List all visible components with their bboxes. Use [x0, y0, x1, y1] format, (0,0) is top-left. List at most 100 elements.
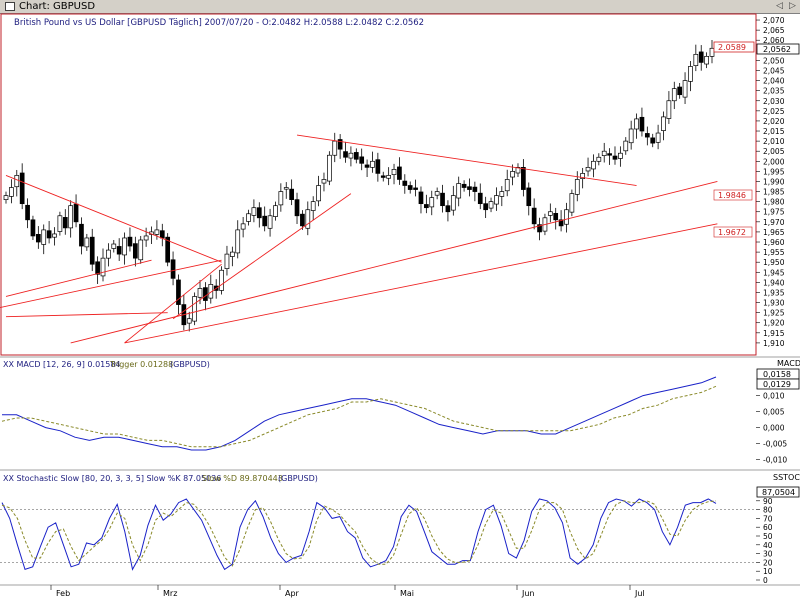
price-panel [0, 13, 757, 356]
candle-body [3, 195, 9, 200]
candle-body [116, 246, 122, 255]
window-titlebar: Chart: GBPUSD ◁ ▷ [0, 0, 800, 14]
candle-body [623, 140, 629, 152]
candle-body [278, 191, 284, 206]
candle-body [688, 66, 693, 82]
trendlines [0, 134, 718, 344]
month-label: Mai [400, 589, 414, 598]
candle-body [267, 215, 273, 229]
month-label: Jun [521, 589, 535, 598]
trend1-box [713, 189, 753, 201]
price-tick-label: 2,070 [763, 16, 785, 25]
candle-body [122, 237, 127, 256]
price-tick-label: 1,985 [763, 188, 785, 197]
candle-body [316, 185, 321, 202]
price-tick-label: 2,010 [763, 137, 785, 146]
price-tick-label: 2,035 [763, 87, 785, 96]
candle-body [580, 173, 586, 179]
candle-body [370, 160, 375, 168]
macd-trigger-value: 0,0129 [763, 380, 791, 389]
candle-body [143, 235, 149, 241]
candle-body [321, 179, 327, 184]
macd-tick-label: -0,010 [763, 456, 787, 465]
price-tick-label: 2,005 [763, 147, 785, 156]
macd-tick-label: 0,000 [763, 424, 785, 433]
month-label: Apr [285, 589, 300, 598]
price-tick-label: 1,995 [763, 167, 785, 176]
price-tick-label: 1,960 [763, 238, 785, 247]
macd-trigger-value-box [756, 378, 800, 390]
candle-body [704, 56, 709, 65]
candle-body [230, 251, 235, 257]
candle-body [154, 229, 160, 235]
price-tick-label: 2,050 [763, 56, 785, 65]
candle-body [186, 318, 192, 324]
candle-body [111, 243, 117, 249]
candle-body [429, 197, 435, 208]
candle-body [612, 155, 618, 160]
stoch-title: XX Stochastic Slow [80, 20, 3, 3, 5] Slo… [3, 474, 221, 483]
candle-body [531, 207, 537, 225]
stoch-value: 87,0504 [762, 488, 795, 497]
candle-body [677, 86, 683, 96]
candle-body [68, 205, 74, 229]
stoch-tick-label: 50 [763, 532, 773, 541]
stoch-symbol: (GBPUSD) [278, 474, 318, 483]
candle-body [564, 209, 569, 225]
price-tick-label: 1,935 [763, 288, 785, 297]
price-tick-label: 2,060 [763, 36, 785, 45]
candle-body [52, 233, 57, 238]
trendline [124, 223, 718, 344]
candle-body [488, 201, 494, 209]
candle-body [256, 207, 262, 219]
macd-line [2, 376, 717, 451]
month-label: Mrz [163, 589, 177, 598]
candle-body [332, 140, 338, 156]
candle-body [127, 236, 133, 247]
candle-body [698, 51, 704, 63]
stoch-k-line [1, 498, 717, 571]
candle-body [569, 193, 575, 213]
x-axis: Feb Mrz Apr Mai Jun Jul [50, 585, 645, 598]
candle-body [634, 118, 639, 130]
candle-body [14, 175, 20, 188]
price-tick-label: 1,945 [763, 268, 785, 277]
candle-body [138, 239, 144, 261]
candle-body [57, 215, 63, 232]
macd-symbol: (GBPUSD) [170, 360, 210, 369]
candle-body [100, 257, 106, 277]
trendline [124, 263, 222, 344]
window-title: Chart: GBPUSD [19, 1, 96, 12]
price-tick-label: 2,045 [763, 66, 785, 75]
trendline [296, 134, 637, 186]
candle-body [504, 179, 510, 192]
stoch-axis-title: SSTOC [773, 473, 800, 482]
candle-body [521, 166, 526, 190]
candle-body [197, 288, 203, 298]
price-tick-label: 2,040 [763, 77, 785, 86]
candle-body [262, 215, 268, 227]
last-price-box [713, 41, 755, 53]
candle-body [62, 217, 68, 229]
stoch-series [1, 498, 717, 571]
price-tick-label: 2,025 [763, 107, 785, 116]
candle-body [472, 186, 478, 192]
trendline [70, 181, 718, 344]
candle-body [89, 236, 95, 265]
scroll-right-button[interactable]: ▷ [789, 1, 796, 11]
candle-body [434, 191, 440, 196]
month-label: Feb [56, 589, 70, 598]
scroll-left-button[interactable]: ◁ [776, 1, 783, 11]
stoch-tick-label: 90 [763, 497, 773, 506]
price-tick-label: 1,920 [763, 319, 785, 328]
candle-body [456, 183, 462, 199]
close-price-label: 2,0562 [763, 45, 791, 54]
candle-body [235, 229, 241, 254]
candle-body [601, 150, 607, 156]
candle-body [628, 128, 634, 144]
macd-value: 0,0158 [763, 370, 791, 379]
candle-body [655, 132, 661, 143]
chart-canvas[interactable]: British Pound vs US Dollar [GBPUSD Tägli… [0, 13, 800, 600]
close-price-box [756, 43, 800, 55]
